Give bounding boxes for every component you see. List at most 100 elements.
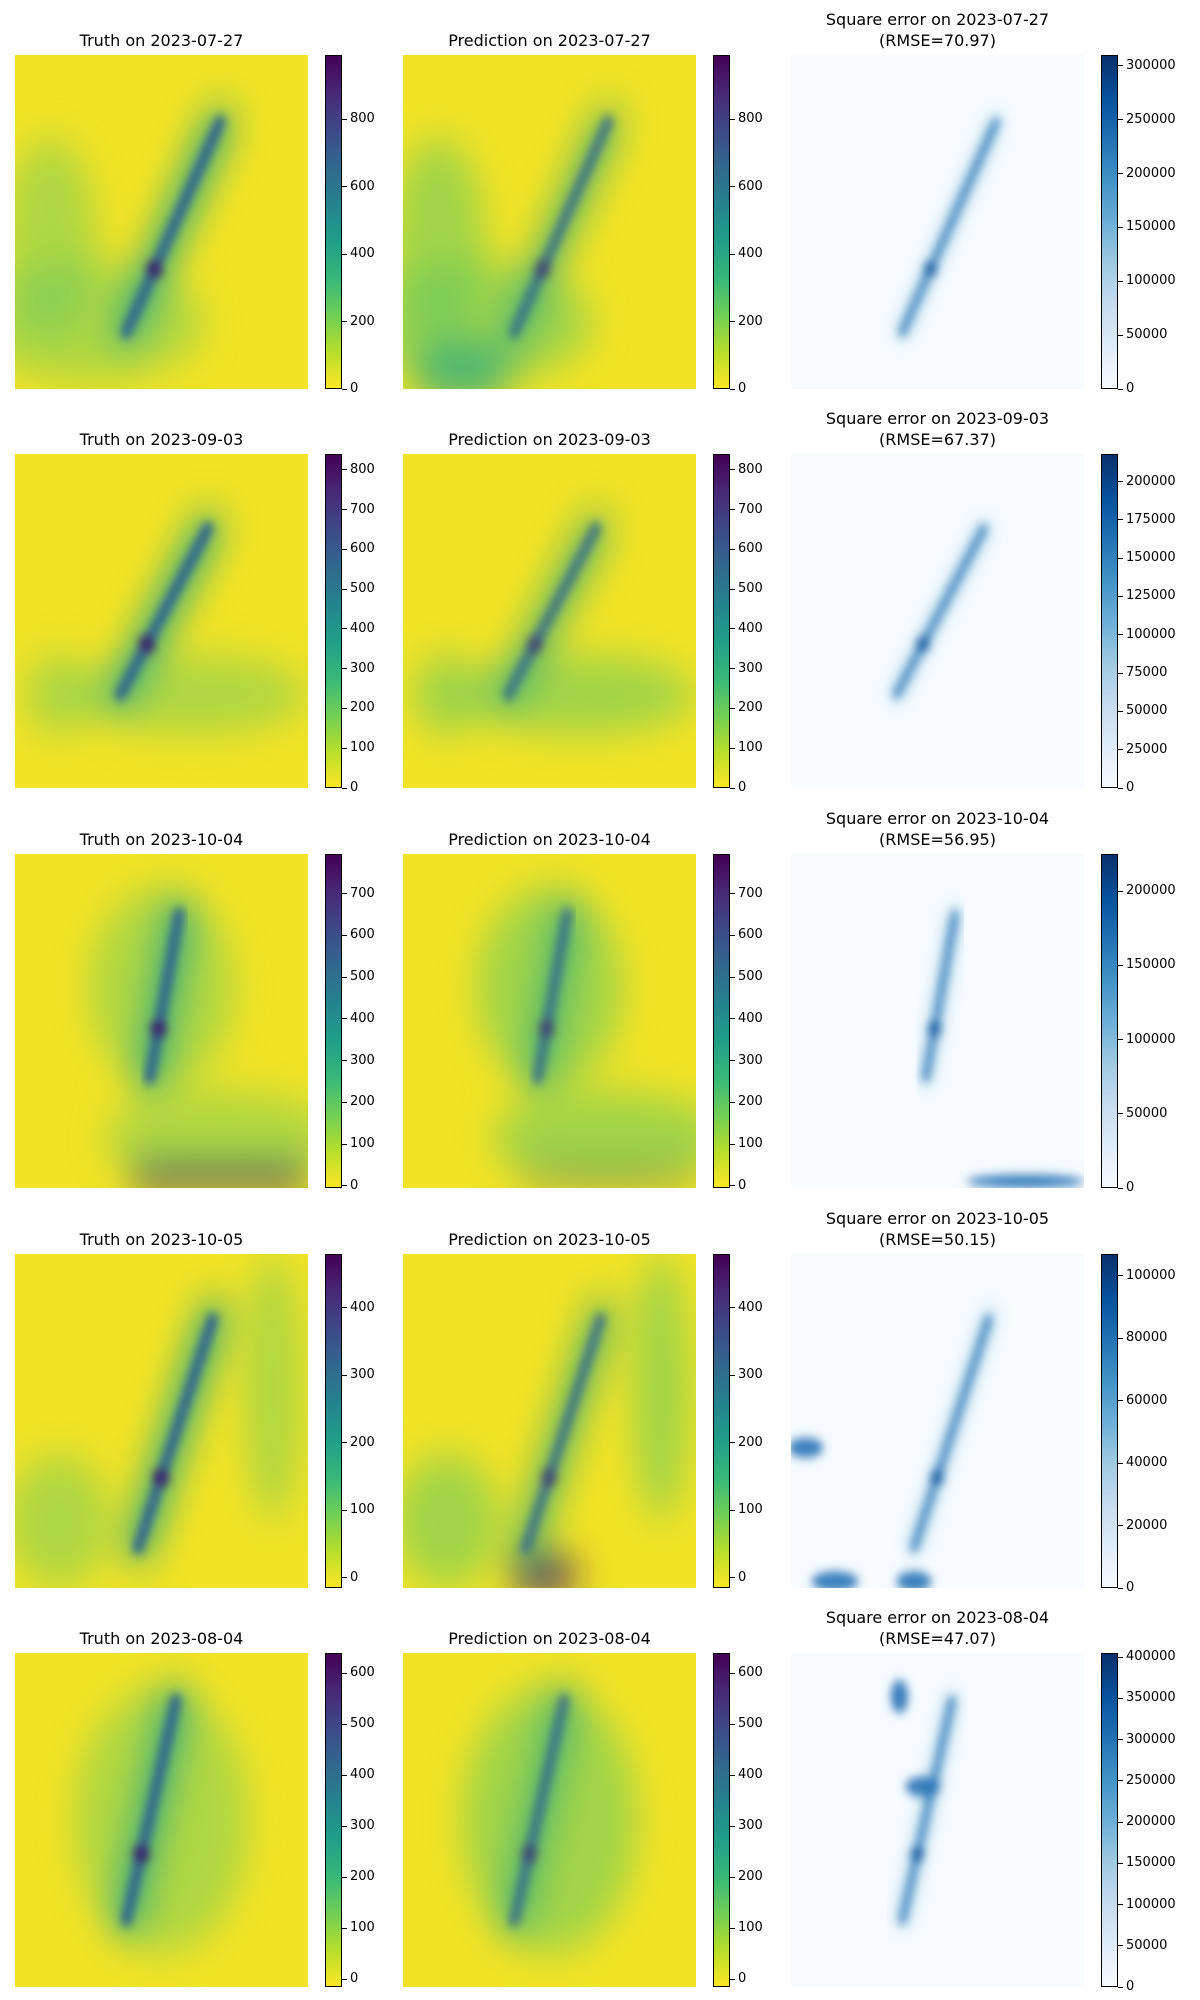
colorbar-tick-mark — [342, 1509, 347, 1511]
truth-colorbar-2023-07-27 — [325, 55, 342, 389]
colorbar-tick-label: 300 — [738, 1367, 763, 1383]
colorbar-tick-mark — [1118, 1904, 1123, 1906]
colorbar-tick-label: 0 — [1126, 381, 1135, 396]
colorbar-tick-mark — [342, 1927, 347, 1929]
colorbar-tick-label: 200000 — [1126, 883, 1176, 899]
colorbar-tick-label: 600 — [350, 178, 375, 194]
colorbar-tick-label: 600 — [738, 1665, 763, 1681]
colorbar-tick-label: 100 — [350, 1136, 375, 1152]
rmse-label: (RMSE=47.07) — [879, 1629, 996, 1648]
colorbar-tick-label: 0 — [738, 1177, 747, 1193]
colorbar-tick-label: 300 — [738, 1052, 763, 1068]
panel-title-text: Square error on 2023-10-04 — [825, 809, 1050, 828]
colorbar-tick-mark — [1118, 226, 1123, 228]
colorbar-tick-mark — [730, 1143, 735, 1145]
colorbar-tick-label: 200 — [350, 1434, 375, 1450]
colorbar-tick-label: 200 — [738, 1869, 763, 1885]
colorbar-tick-mark — [730, 1509, 735, 1511]
panel-title-text: Truth on 2023-10-05 — [79, 1230, 244, 1249]
truth-heatmap-2023-08-04 — [15, 1653, 308, 1987]
colorbar-tick-mark — [342, 548, 347, 550]
colorbar-tick-mark — [730, 668, 735, 670]
colorbar-tick-label: 600 — [350, 541, 375, 557]
error-title-2023-10-05: Square error on 2023-10-05 (RMSE=50.15) — [791, 1208, 1084, 1250]
colorbar-tick-mark — [730, 1442, 735, 1444]
error-field-2023-08-04 — [791, 1653, 1084, 1987]
colorbar-tick-mark — [1118, 334, 1123, 336]
colorbar-tick-mark — [1118, 557, 1123, 559]
colorbar-tick-mark — [730, 1374, 735, 1376]
colorbar-tick-label: 100 — [350, 1502, 375, 1518]
colorbar-tick-mark — [730, 253, 735, 255]
error-title-2023-09-03: Square error on 2023-09-03 (RMSE=67.37) — [791, 408, 1084, 450]
colorbar-tick-label: 500 — [738, 969, 763, 985]
colorbar-tick-label: 100000 — [1126, 1896, 1176, 1912]
colorbar-tick-label: 400 — [350, 620, 375, 636]
rmse-label: (RMSE=50.15) — [879, 1230, 996, 1249]
colorbar-tick-label: 500 — [738, 1716, 763, 1732]
colorbar-tick-label: 0 — [738, 1971, 747, 1987]
colorbar-tick-mark — [342, 1876, 347, 1878]
truth-heatmap-2023-09-03 — [15, 454, 308, 788]
colorbar-tick-mark — [1118, 280, 1123, 282]
error-title-2023-10-04: Square error on 2023-10-04 (RMSE=56.95) — [791, 808, 1084, 850]
colorbar-tick-label: 100 — [738, 740, 763, 756]
colorbar-tick-mark — [730, 934, 735, 936]
colorbar-tick-mark — [1118, 1986, 1123, 1988]
colorbar-tick-mark — [730, 893, 735, 895]
colorbar-tick-mark — [1118, 890, 1123, 892]
colorbar-tick-label: 350000 — [1126, 1690, 1176, 1706]
colorbar-tick-label: 150000 — [1126, 219, 1176, 235]
colorbar-tick-mark — [1118, 1525, 1123, 1527]
colorbar-tick-label: 400000 — [1126, 1649, 1176, 1665]
colorbar-tick-label: 150000 — [1126, 957, 1176, 973]
colorbar-tick-mark — [1118, 1113, 1123, 1115]
error-field-2023-10-04 — [791, 854, 1084, 1188]
colorbar-tick-label: 200000 — [1126, 473, 1176, 489]
error-title-2023-07-27: Square error on 2023-07-27 (RMSE=70.97) — [791, 9, 1084, 51]
panel-title-text: Truth on 2023-08-04 — [79, 1629, 244, 1648]
panel-title-text: Truth on 2023-07-27 — [79, 31, 244, 50]
colorbar-tick-label: 0 — [738, 1569, 747, 1585]
colorbar-tick-mark — [730, 707, 735, 709]
prediction-title-2023-10-05: Prediction on 2023-10-05 — [403, 1229, 696, 1250]
colorbar-tick-label: 0 — [350, 381, 359, 396]
truth-field-2023-10-05 — [15, 1254, 308, 1588]
colorbar-tick-mark — [342, 747, 347, 749]
colorbar-tick-mark — [342, 509, 347, 511]
colorbar-tick-label: 250000 — [1126, 1772, 1176, 1788]
colorbar-tick-mark — [1118, 1337, 1123, 1339]
prediction-title-2023-08-04: Prediction on 2023-08-04 — [403, 1628, 696, 1649]
colorbar-tick-mark — [342, 469, 347, 471]
colorbar-tick-mark — [1118, 749, 1123, 751]
truth-heatmap-2023-10-04 — [15, 854, 308, 1188]
truth-colorbar-2023-10-05 — [325, 1254, 342, 1588]
colorbar-tick-label: 0 — [738, 381, 747, 396]
colorbar-tick-label: 100 — [350, 740, 375, 756]
panel-title-text: Truth on 2023-10-04 — [79, 830, 244, 849]
colorbar-tick-mark — [730, 321, 735, 323]
colorbar-tick-mark — [730, 1825, 735, 1827]
error-heatmap-2023-10-05 — [791, 1254, 1084, 1588]
prediction-heatmap-2023-09-03 — [403, 454, 696, 788]
colorbar-tick-mark — [730, 1978, 735, 1980]
prediction-colorbar-2023-08-04 — [713, 1653, 730, 1987]
colorbar-tick-label: 100 — [350, 1920, 375, 1936]
colorbar-tick-mark — [342, 186, 347, 188]
colorbar-tick-mark — [342, 388, 347, 390]
rmse-label: (RMSE=56.95) — [879, 830, 996, 849]
colorbar-tick-label: 500 — [350, 1716, 375, 1732]
truth-heatmap-2023-10-05 — [15, 1254, 308, 1588]
colorbar-tick-mark — [730, 588, 735, 590]
colorbar-tick-label: 100 — [738, 1502, 763, 1518]
colorbar-tick-mark — [342, 118, 347, 120]
colorbar-tick-label: 500 — [350, 581, 375, 597]
colorbar-tick-mark — [730, 186, 735, 188]
colorbar-tick-mark — [342, 893, 347, 895]
colorbar-tick-mark — [1118, 1039, 1123, 1041]
colorbar-tick-mark — [1118, 787, 1123, 789]
error-heatmap-2023-08-04 — [791, 1653, 1084, 1987]
colorbar-tick-mark — [730, 1018, 735, 1020]
colorbar-tick-mark — [730, 1577, 735, 1579]
colorbar-tick-label: 25000 — [1126, 741, 1168, 757]
